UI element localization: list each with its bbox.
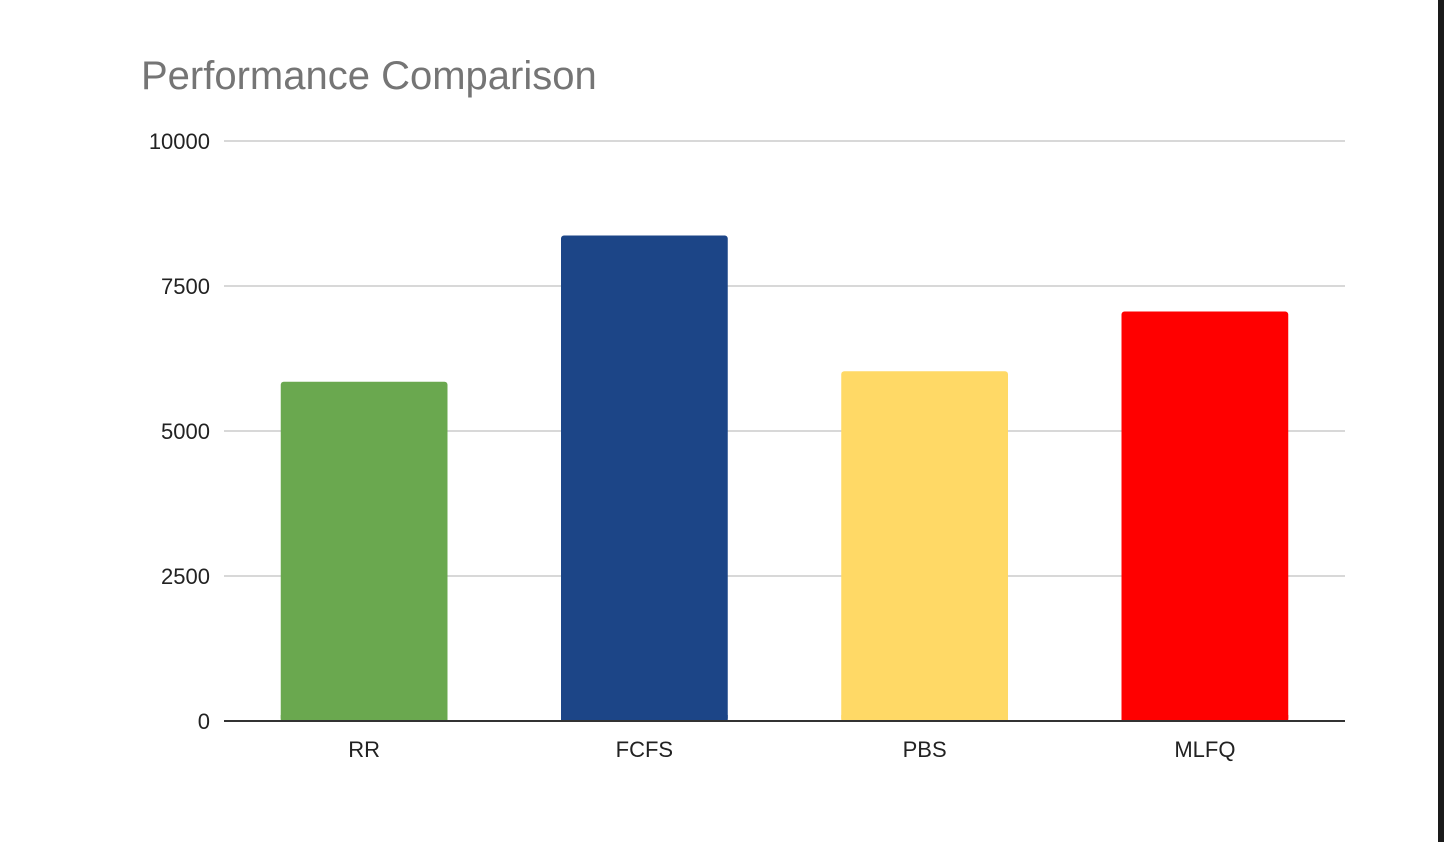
x-tick-label: MLFQ xyxy=(1174,737,1235,762)
y-tick-label: 2500 xyxy=(161,564,210,589)
y-tick-label: 0 xyxy=(198,709,210,734)
bar-base-rr xyxy=(280,715,448,721)
bar-base-mlfq xyxy=(1121,715,1289,721)
bar-fcfs xyxy=(561,235,728,722)
x-tick-label: PBS xyxy=(903,737,947,762)
bar-base-pbs xyxy=(841,715,1008,721)
bar-pbs xyxy=(841,371,1008,721)
bar-base-fcfs xyxy=(561,715,728,721)
window-edge xyxy=(1438,0,1444,842)
x-axis-tick-labels: RR FCFS PBS MLFQ xyxy=(348,737,1235,762)
bars xyxy=(280,235,1289,722)
y-tick-label: 7500 xyxy=(161,274,210,299)
bar-mlfq xyxy=(1121,311,1289,721)
x-tick-label: FCFS xyxy=(616,737,673,762)
chart-title: Performance Comparison xyxy=(141,54,597,98)
y-axis-tick-labels: 0 2500 5000 7500 10000 xyxy=(149,129,210,734)
x-tick-label: RR xyxy=(348,737,380,762)
bar-rr xyxy=(280,381,448,721)
y-tick-label: 10000 xyxy=(149,129,210,154)
y-tick-label: 5000 xyxy=(161,419,210,444)
